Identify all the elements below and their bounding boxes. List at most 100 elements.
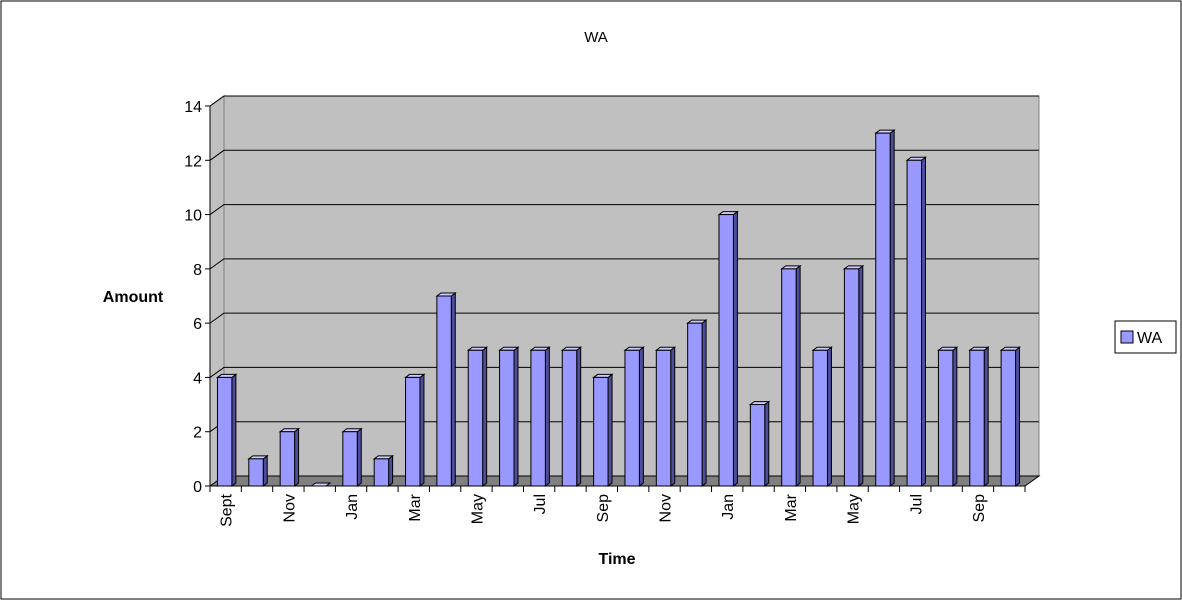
x-tick-label: Jul: [908, 494, 925, 514]
bar-front: [1000, 349, 1017, 487]
bar-side: [356, 427, 362, 487]
bar-side: [764, 400, 770, 487]
y-tick-label: 0: [193, 479, 202, 496]
bar-side: [732, 210, 738, 487]
bar: [372, 454, 395, 487]
x-tick-label: Sep: [971, 494, 988, 523]
bar: [811, 346, 833, 487]
bar: [654, 346, 677, 487]
bar-side: [670, 346, 676, 487]
x-tick-label: May: [846, 494, 863, 524]
bar-front: [216, 376, 233, 487]
bar-side: [920, 156, 926, 487]
bar-front: [749, 404, 766, 487]
bar: [466, 346, 489, 487]
x-tick-label: Jul: [532, 494, 549, 514]
bar-front: [342, 431, 358, 487]
bar: [748, 400, 771, 487]
bar-side: [858, 264, 864, 487]
y-axis-label: Amount: [103, 289, 164, 306]
bar-front: [875, 132, 891, 487]
bar: [842, 264, 865, 487]
plot-area: 0 2 4 6 8 10 12 14 Sept Nov Jan Mar May Jul Sep Nov Jan M…: [184, 95, 1041, 527]
gridline: [209, 149, 1039, 161]
bar-front: [373, 458, 390, 487]
bar: [999, 346, 1022, 487]
bar: [874, 129, 896, 487]
gridline: [209, 204, 1039, 215]
bar-side: [450, 292, 456, 487]
bar-front: [937, 349, 954, 487]
bar-side: [795, 264, 801, 487]
bar-side: [388, 454, 394, 487]
x-tick-label: May: [469, 494, 486, 524]
bar-front: [843, 268, 860, 487]
bar-side: [701, 319, 707, 487]
legend: WA: [1114, 320, 1177, 354]
bar: [780, 264, 802, 487]
bar: [247, 454, 269, 487]
y-tick-label: 2: [193, 425, 202, 442]
bar: [310, 482, 332, 487]
x-tick-label: Sept: [219, 493, 236, 526]
bar: [905, 156, 927, 487]
bar-front: [279, 431, 296, 487]
bar-side: [544, 346, 550, 487]
bar-side: [826, 346, 832, 487]
bar-side: [607, 373, 613, 487]
bar-front: [969, 349, 985, 487]
bar: [341, 427, 363, 487]
bar: [560, 346, 583, 487]
bar: [936, 346, 959, 487]
bar: [717, 210, 739, 487]
bar-front: [499, 349, 515, 487]
x-tick-label: Nov: [658, 494, 675, 522]
chart-title: WA: [584, 29, 608, 46]
bar: [278, 427, 301, 487]
bar: [435, 292, 457, 487]
gridline: [209, 95, 1039, 107]
bar-side: [482, 346, 488, 487]
legend-label: WA: [1137, 330, 1163, 347]
bar-front: [624, 349, 640, 487]
y-tick-label: 14: [184, 99, 202, 116]
x-tick-label: Jan: [344, 494, 361, 520]
gridline: [209, 366, 1039, 378]
x-tick-label: Mar: [783, 493, 800, 521]
bar-front: [405, 376, 421, 487]
bar-front: [467, 349, 484, 487]
bar: [686, 319, 708, 487]
bar-front: [781, 268, 797, 487]
x-axis-label: Time: [598, 551, 635, 568]
bar-side: [294, 427, 300, 487]
bar-side: [419, 373, 425, 487]
bar-side: [983, 346, 989, 487]
bar-front: [718, 214, 734, 487]
bar-front: [436, 295, 452, 487]
x-tick-label: Mar: [407, 493, 424, 521]
bar: [529, 346, 551, 487]
bar-front: [906, 159, 922, 487]
bar: [623, 346, 645, 487]
gridline: [209, 312, 1039, 324]
bar-front: [561, 349, 578, 487]
y-tick-label: 12: [184, 153, 202, 170]
bar-side: [231, 373, 237, 487]
bar: [404, 373, 426, 487]
x-tick-label: Jan: [720, 494, 737, 520]
y-tick-label: 8: [193, 262, 202, 279]
bar-front: [248, 458, 264, 487]
bar-front: [812, 349, 828, 487]
bar-side: [952, 346, 958, 487]
bar-side: [262, 454, 268, 487]
bar: [592, 373, 614, 487]
bar-side: [638, 346, 644, 487]
bar: [968, 346, 990, 487]
y-tick-label: 10: [184, 208, 202, 225]
bar-front: [593, 376, 609, 487]
bar-front: [687, 322, 703, 487]
gridline: [209, 258, 1039, 270]
bar: [498, 346, 520, 487]
x-tick-label: Nov: [281, 494, 298, 522]
